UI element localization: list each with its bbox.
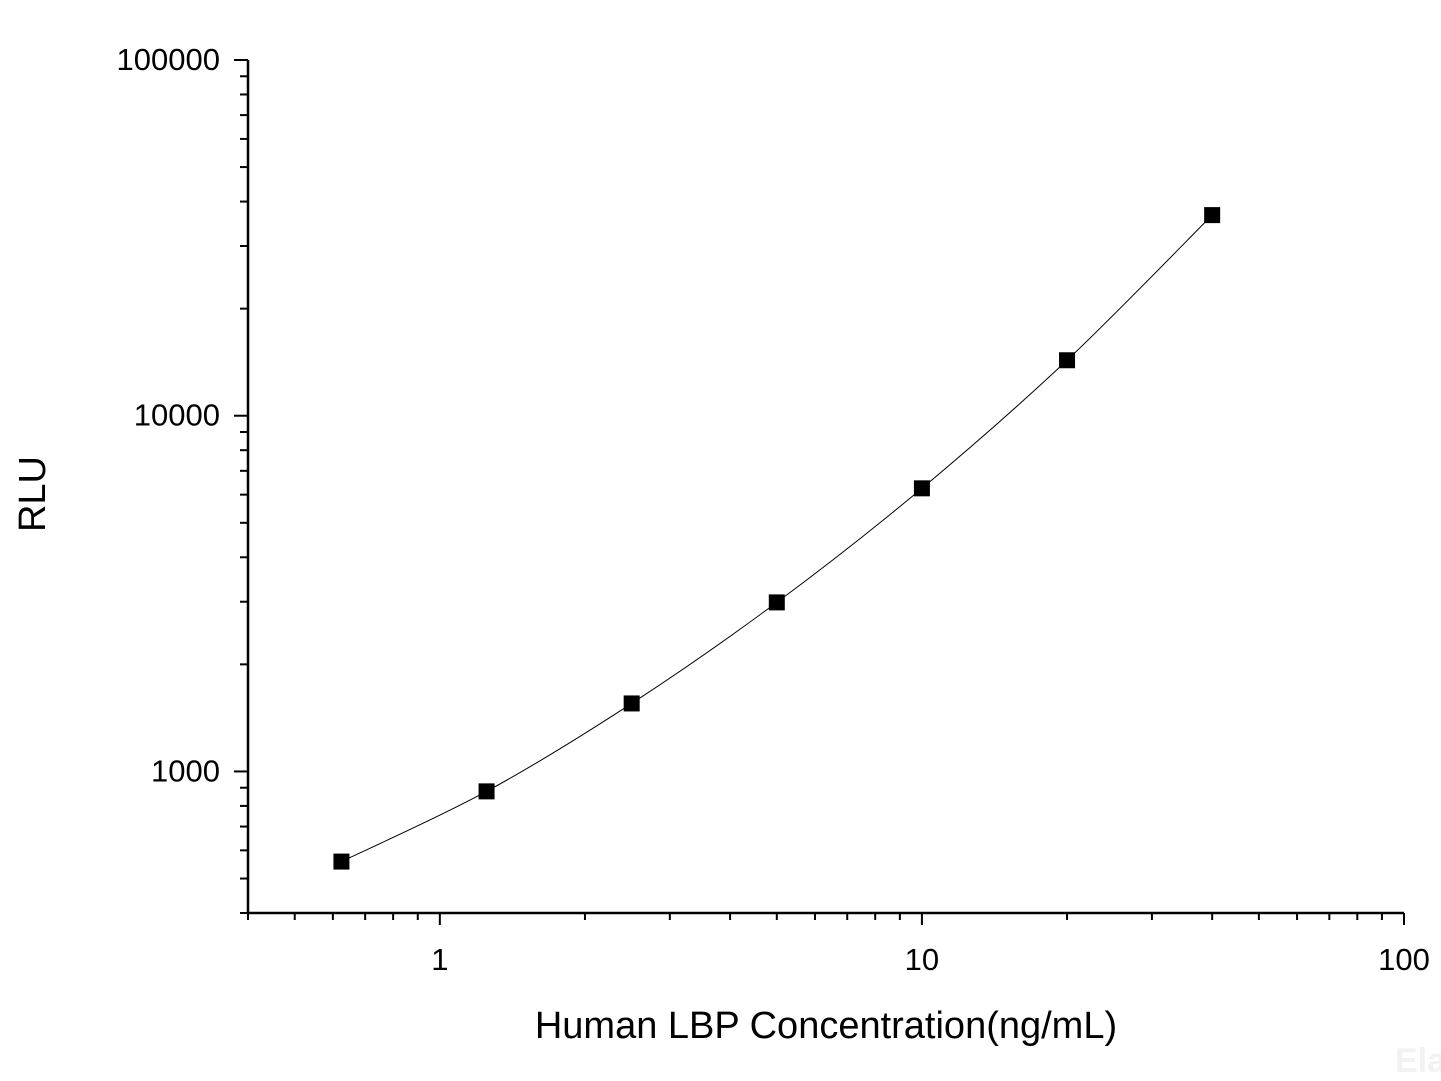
y-tick-label: 100000	[117, 42, 220, 77]
axes	[246, 60, 1404, 915]
data-point	[478, 783, 495, 800]
x-tick-label: 10	[905, 942, 939, 977]
ticks: 1 10 100 1000 10000 100000	[117, 42, 1430, 977]
y-tick-label: 1000	[151, 753, 220, 788]
data-point	[768, 594, 785, 611]
data-point	[913, 480, 930, 497]
y-axis-title: RLU	[12, 456, 54, 532]
data-point	[333, 853, 350, 870]
curve	[341, 214, 1213, 863]
y-tick-label: 10000	[134, 398, 220, 433]
x-tick-label: 100	[1378, 942, 1430, 977]
data-point	[1059, 352, 1076, 369]
data-point	[1204, 207, 1221, 224]
watermark: Ela	[1395, 1042, 1441, 1080]
x-axis-title: Human LBP Concentration(ng/mL)	[535, 1005, 1117, 1047]
data-points	[333, 207, 1221, 870]
fit-curve	[341, 214, 1213, 863]
x-tick-label: 1	[431, 942, 448, 977]
data-point	[623, 695, 640, 712]
